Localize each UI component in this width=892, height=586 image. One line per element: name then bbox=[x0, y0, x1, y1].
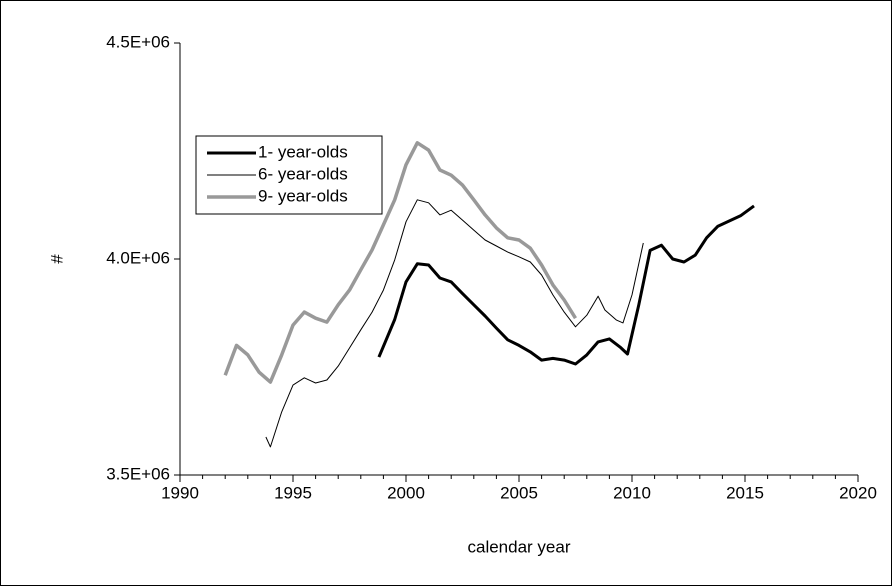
x-tick-label: 1990 bbox=[161, 483, 199, 502]
legend-label: 9- year-olds bbox=[258, 186, 348, 205]
series-line bbox=[265, 199, 644, 448]
series-line bbox=[377, 204, 755, 366]
y-tick-label: 4.5E+06 bbox=[106, 32, 170, 51]
series-line bbox=[223, 141, 577, 384]
legend-label: 1- year-olds bbox=[258, 142, 348, 161]
x-tick-label: 2010 bbox=[613, 483, 651, 502]
x-tick-label: 2020 bbox=[839, 483, 877, 502]
x-tick-label: 2005 bbox=[500, 483, 538, 502]
x-tick-label: 1995 bbox=[274, 483, 312, 502]
x-tick-label: 2015 bbox=[726, 483, 764, 502]
y-axis-label: # bbox=[47, 254, 66, 264]
x-tick-label: 2000 bbox=[387, 483, 425, 502]
y-tick-label: 3.5E+06 bbox=[106, 464, 170, 483]
y-tick-label: 4.0E+06 bbox=[106, 248, 170, 267]
x-axis-label: calendar year bbox=[467, 537, 570, 556]
legend-label: 6- year-olds bbox=[258, 164, 348, 183]
